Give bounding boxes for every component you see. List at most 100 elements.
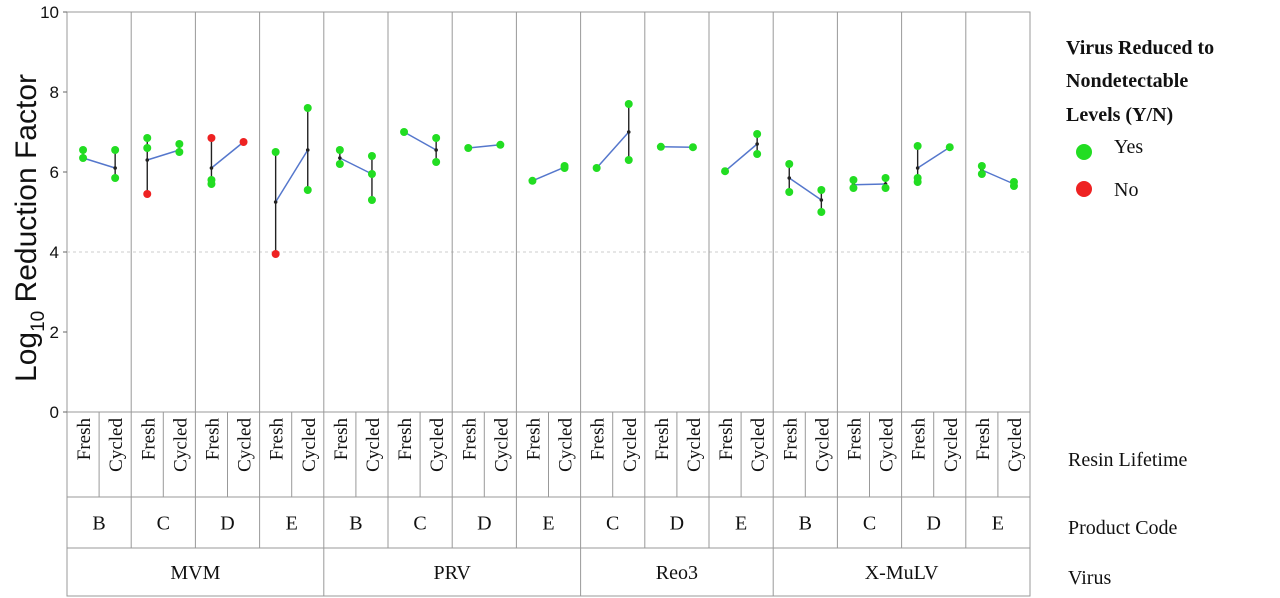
mean-point-fresh — [338, 156, 342, 160]
mean-point-fresh — [145, 158, 150, 162]
mean-point-cycled — [305, 148, 310, 152]
data-point-cycled — [624, 100, 633, 108]
data-point-cycled — [432, 134, 441, 142]
product-code-label: C — [413, 513, 426, 535]
lifetime-label-fresh: Fresh — [909, 418, 930, 461]
data-point-cycled — [753, 150, 762, 158]
lifetime-label-fresh: Fresh — [973, 418, 994, 461]
data-point-fresh — [785, 160, 794, 168]
mean-line — [468, 144, 501, 149]
y-axis-title-rest: Reduction Factor — [10, 74, 43, 311]
y-tick-label: 2 — [50, 323, 59, 342]
lifetime-label-cycled: Cycled — [684, 418, 705, 472]
mean-point-cycled — [626, 130, 631, 134]
mean-point-cycled — [755, 142, 759, 146]
resin-lifetime-row-label: Resin Lifetime — [1068, 449, 1188, 471]
lifetime-label-cycled: Cycled — [748, 418, 769, 472]
mean-line — [147, 149, 180, 161]
product-code-label: D — [926, 513, 940, 535]
data-point-cycled — [496, 140, 505, 149]
data-point-cycled — [111, 146, 120, 154]
mean-line — [339, 157, 373, 175]
data-point-fresh — [79, 154, 88, 162]
legend-no-marker — [1076, 181, 1092, 197]
y-axis-title-subscript: 10 — [28, 311, 49, 332]
mean-line — [788, 177, 822, 201]
lifetime-label-fresh: Fresh — [780, 418, 801, 461]
product-code-label: B — [349, 513, 362, 535]
data-point-fresh — [528, 176, 537, 185]
mean-line — [596, 131, 630, 169]
legend-no-label: No — [1114, 179, 1138, 201]
y-tick-label: 6 — [50, 163, 59, 182]
mean-line — [724, 143, 758, 172]
lifetime-label-fresh: Fresh — [652, 418, 673, 461]
product-code-label: B — [92, 513, 105, 535]
legend-yes-label: Yes — [1114, 136, 1143, 158]
lifetime-label-cycled: Cycled — [106, 418, 127, 472]
lifetime-label-fresh: Fresh — [74, 418, 95, 461]
mean-line — [917, 146, 951, 169]
data-point-cycled — [111, 174, 120, 182]
data-point-cycled — [367, 152, 376, 160]
legend-yes-marker — [1076, 144, 1092, 160]
lifetime-label-cycled: Cycled — [620, 418, 641, 472]
data-point-fresh — [464, 144, 473, 152]
data-point-fresh — [143, 134, 152, 142]
product-code-label: E — [735, 513, 747, 535]
data-point-fresh — [335, 146, 344, 154]
data-point-fresh — [335, 160, 344, 168]
lifetime-label-fresh: Fresh — [844, 418, 865, 461]
y-axis-title-main: Log — [10, 332, 43, 382]
data-point-fresh — [271, 250, 280, 258]
mean-point-fresh — [273, 200, 278, 204]
lifetime-label-fresh: Fresh — [202, 418, 223, 461]
product-code-label: C — [863, 513, 876, 535]
data-point-cycled — [881, 174, 890, 182]
data-point-fresh — [913, 178, 922, 186]
mean-point-cycled — [113, 166, 117, 170]
mean-point-fresh — [787, 176, 792, 180]
mean-point-cycled — [819, 198, 824, 202]
data-point-fresh — [849, 176, 858, 184]
lifetime-label-fresh: Fresh — [138, 418, 159, 461]
data-point-fresh — [143, 190, 152, 198]
legend: Virus Reduced to Nondetectable Levels (Y… — [1066, 37, 1214, 201]
y-tick-label: 4 — [50, 243, 59, 262]
data-point-fresh — [977, 170, 986, 178]
product-code-label: C — [606, 513, 619, 535]
data-point-fresh — [79, 146, 88, 154]
lifetime-label-cycled: Cycled — [299, 418, 320, 472]
lifetime-label-fresh: Fresh — [716, 418, 737, 461]
mean-line — [853, 183, 886, 186]
product-code-label: D — [670, 513, 684, 535]
product-code-row-label: Product Code — [1068, 517, 1178, 539]
virus-label: Reo3 — [656, 562, 698, 584]
data-point-fresh — [656, 142, 665, 151]
legend-title-line-2: Nondetectable — [1066, 70, 1188, 92]
mean-line — [981, 169, 1015, 185]
lifetime-label-cycled: Cycled — [941, 418, 962, 472]
data-point-fresh — [592, 164, 601, 172]
data-point-cycled — [688, 143, 697, 152]
data-point-cycled — [560, 164, 569, 172]
virus-label: X-MuLV — [865, 562, 939, 584]
mean-line — [275, 149, 309, 203]
mean-line — [403, 131, 437, 151]
plot-area: 0 2 4 6 8 10 Fresh Cycled B Fresh Cycled C Fresh Cycl… — [40, 3, 1031, 597]
data-point-cycled — [432, 158, 441, 166]
legend-title-line-1: Virus Reduced to — [1066, 37, 1214, 59]
data-point-cycled — [175, 148, 184, 156]
mean-line — [82, 157, 116, 169]
lifetime-label-cycled: Cycled — [1005, 418, 1026, 472]
data-point-fresh — [207, 180, 216, 188]
product-code-label: D — [477, 513, 491, 535]
data-point-fresh — [721, 167, 730, 176]
y-tick-label: 8 — [50, 83, 59, 102]
data-point-fresh — [400, 128, 409, 136]
data-point-cycled — [881, 184, 890, 192]
plot-frame — [66, 11, 1031, 597]
data-point-cycled — [303, 104, 312, 112]
data-point-cycled — [303, 186, 312, 194]
y-axis-title: Log10 Reduction Factor — [10, 74, 49, 382]
